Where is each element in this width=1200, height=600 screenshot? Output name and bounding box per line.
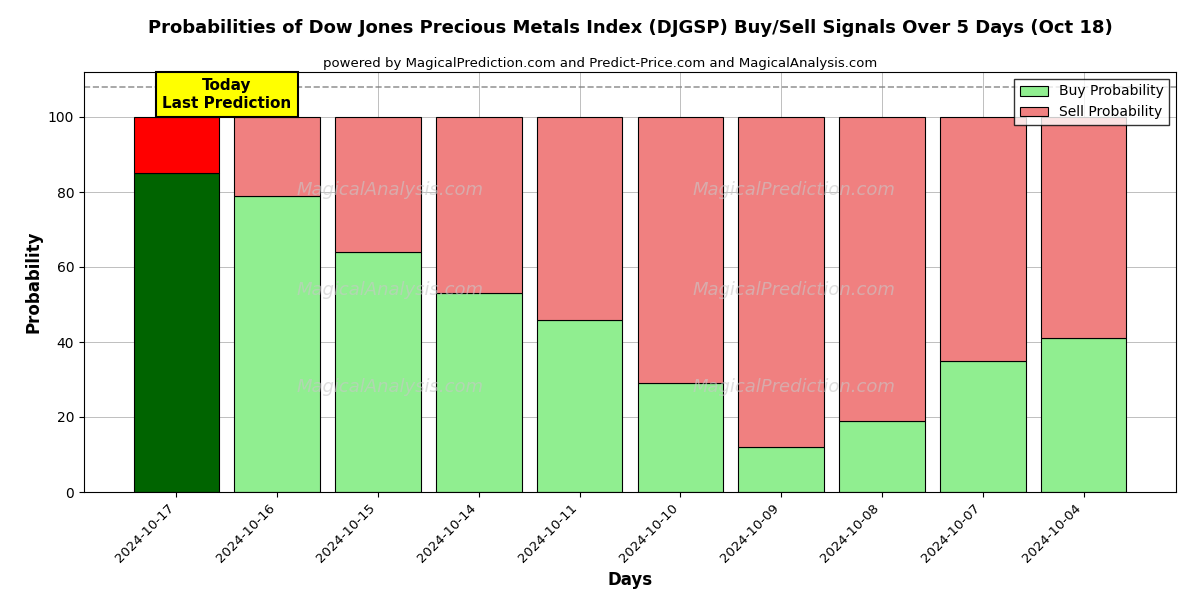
Bar: [133, 173, 220, 492]
Bar: [839, 421, 925, 492]
Bar: [839, 117, 925, 421]
Bar: [738, 117, 824, 447]
Bar: [436, 293, 522, 492]
Bar: [133, 117, 220, 173]
Bar: [234, 196, 320, 492]
Bar: [234, 117, 320, 196]
Bar: [738, 447, 824, 492]
Text: powered by MagicalPrediction.com and Predict-Price.com and MagicalAnalysis.com: powered by MagicalPrediction.com and Pre…: [323, 57, 877, 70]
Bar: [335, 117, 421, 252]
Text: MagicalPrediction.com: MagicalPrediction.com: [692, 378, 895, 396]
Text: Today
Last Prediction: Today Last Prediction: [162, 78, 292, 110]
Text: MagicalAnalysis.com: MagicalAnalysis.com: [296, 181, 484, 199]
Bar: [536, 319, 623, 492]
Text: MagicalAnalysis.com: MagicalAnalysis.com: [296, 281, 484, 299]
Bar: [1040, 117, 1127, 338]
Bar: [436, 117, 522, 293]
Bar: [940, 361, 1026, 492]
Bar: [637, 117, 724, 383]
Bar: [536, 117, 623, 319]
Text: MagicalPrediction.com: MagicalPrediction.com: [692, 281, 895, 299]
Bar: [1040, 338, 1127, 492]
X-axis label: Days: Days: [607, 571, 653, 589]
Legend: Buy Probability, Sell Probability: Buy Probability, Sell Probability: [1014, 79, 1169, 125]
Bar: [335, 252, 421, 492]
Y-axis label: Probability: Probability: [24, 231, 42, 333]
Text: MagicalAnalysis.com: MagicalAnalysis.com: [296, 378, 484, 396]
Text: MagicalPrediction.com: MagicalPrediction.com: [692, 181, 895, 199]
Bar: [940, 117, 1026, 361]
Title: Probabilities of Dow Jones Precious Metals Index (DJGSP) Buy/Sell Signals Over 5: Probabilities of Dow Jones Precious Meta…: [148, 19, 1112, 37]
Bar: [637, 383, 724, 492]
